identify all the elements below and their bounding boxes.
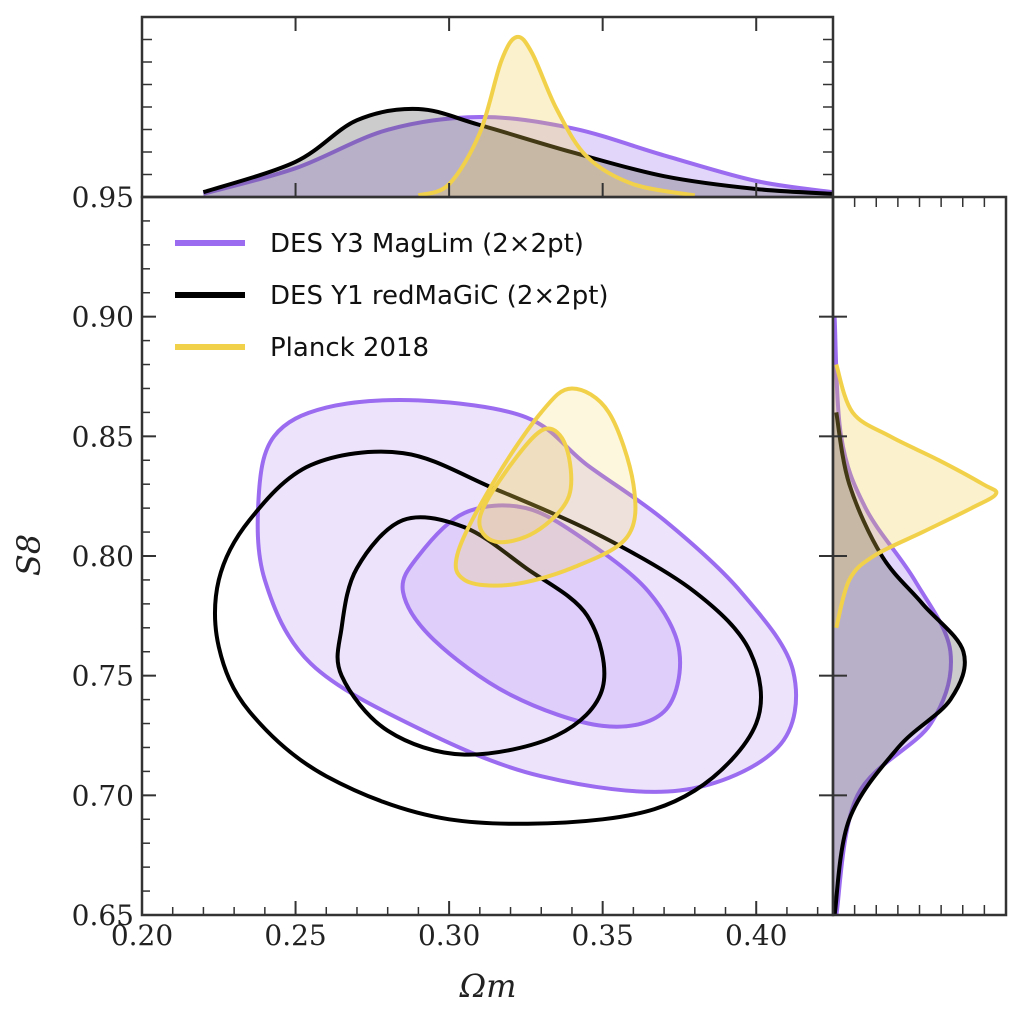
main-plot: 0.20 0.25 0.30 0.35 0.40 0.65 0.70 0.75 0.80 0.85… xyxy=(72,181,835,952)
legend-label: Planck 2018 xyxy=(270,333,429,363)
contour-planck-2018-inner xyxy=(477,426,574,545)
legend-item-des-y3-maglim-2-2pt: DES Y3 MagLim (2×2pt) xyxy=(175,229,584,259)
x-tick-label: 0.25 xyxy=(264,919,326,952)
top-marginal-fill-des-y1-redmagic-2-2pt xyxy=(203,108,833,197)
y-tick-label: 0.65 xyxy=(72,899,134,932)
x-tick-label: 0.40 xyxy=(725,919,787,952)
legend-item-planck-2018: Planck 2018 xyxy=(175,333,429,363)
right-marginal-fill-des-y3-maglim-2-2pt xyxy=(833,316,951,916)
right-marginal-fill-des-y1-redmagic-2-2pt xyxy=(833,412,965,915)
contour-des-y3-maglim-2-2pt-inner xyxy=(400,503,682,729)
x-axis-label: Ωm xyxy=(459,967,517,1005)
legend: DES Y3 MagLim (2×2pt) DES Y1 redMaGiC (2×… xyxy=(175,229,609,363)
y-tick-label: 0.90 xyxy=(72,301,134,334)
y-axis-label: S8 xyxy=(10,534,48,576)
legend-item-des-y1-redmagic-2-2pt: DES Y1 redMaGiC (2×2pt) xyxy=(175,281,609,311)
top-marginal-plot xyxy=(140,15,835,199)
right-marginal-curve-planck-2018 xyxy=(834,363,999,629)
legend-label: DES Y1 redMaGiC (2×2pt) xyxy=(270,281,609,311)
contour-des-y1-redmagic-2-2pt-outer xyxy=(213,449,763,826)
y-tick-label: 0.80 xyxy=(72,540,134,573)
contour-des-y3-maglim-2-2pt-outer xyxy=(255,397,799,794)
contour-des-y1-redmagic-2-2pt-inner xyxy=(335,515,607,757)
x-tick-label: 0.20 xyxy=(111,919,173,952)
series-planck-2018 xyxy=(453,386,638,588)
series-des-y1-redmagic-2-2pt xyxy=(213,449,763,826)
top-marginal-fill-planck-2018 xyxy=(418,36,695,198)
series-des-y3-maglim-2-2pt xyxy=(255,397,799,794)
y-tick-label: 0.75 xyxy=(72,660,134,693)
right-marginal-curve-des-y1-redmagic-2-2pt xyxy=(832,412,967,916)
x-tick-label: 0.35 xyxy=(571,919,633,952)
y-tick-label: 0.70 xyxy=(72,779,134,812)
x-tick-label: 0.30 xyxy=(418,919,480,952)
right-marginal-plot xyxy=(831,195,1008,917)
y-tick-label: 0.85 xyxy=(72,420,134,453)
legend-label: DES Y3 MagLim (2×2pt) xyxy=(270,229,584,259)
contour-layer xyxy=(213,386,799,826)
top-marginal-curve-planck-2018 xyxy=(417,34,696,198)
top-marginal-curve-des-y3-maglim-2-2pt xyxy=(202,114,834,196)
contour-planck-2018-outer xyxy=(453,386,638,588)
y-tick-label: 0.95 xyxy=(72,181,134,214)
